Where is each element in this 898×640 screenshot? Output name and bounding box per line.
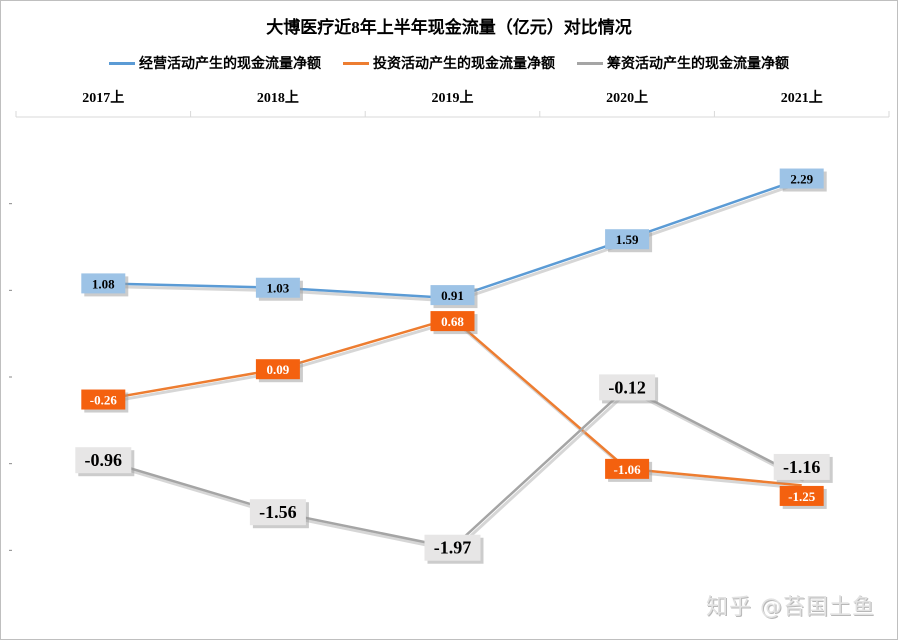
data-label: -0.12	[608, 377, 646, 397]
data-label-box	[605, 229, 650, 250]
legend: 经营活动产生的现金流量净额 投资活动产生的现金流量净额 筹资活动产生的现金流量净…	[1, 53, 897, 73]
data-label: 0.91	[441, 288, 464, 303]
data-label-box	[81, 389, 126, 410]
category-label: 2019上	[432, 90, 474, 106]
data-label-box	[255, 359, 300, 380]
data-label-box	[81, 273, 126, 294]
legend-item-financing: 筹资活动产生的现金流量净额	[577, 53, 789, 73]
legend-label: 筹资活动产生的现金流量净额	[607, 57, 789, 72]
series-shadow	[104, 388, 805, 553]
data-label-box	[249, 499, 306, 526]
data-label-box	[75, 447, 132, 474]
data-label: 0.68	[441, 314, 464, 329]
data-label-box	[599, 374, 656, 401]
data-label: 0.09	[267, 362, 290, 377]
data-label: -0.96	[85, 450, 123, 470]
category-label: 2021上	[781, 90, 823, 106]
series-shadow	[105, 319, 804, 490]
category-label: 2020上	[606, 90, 648, 106]
series-shadow	[105, 180, 805, 303]
data-label-box	[255, 277, 300, 298]
data-label: 2.29	[790, 172, 813, 187]
data-label: 1.08	[92, 276, 115, 291]
series-line-1	[103, 316, 802, 487]
data-label-box	[424, 534, 481, 561]
category-label: 2018上	[257, 90, 299, 106]
legend-swatch	[109, 61, 135, 65]
data-label-box	[430, 285, 475, 306]
data-label: -1.06	[614, 462, 642, 477]
data-label-box	[779, 168, 824, 189]
data-label: -1.16	[783, 457, 821, 477]
data-label: -1.97	[434, 538, 472, 558]
data-label-box	[773, 453, 830, 480]
watermark: 知乎 @苔国土鱼	[706, 595, 875, 620]
data-label: 1.59	[616, 232, 639, 247]
legend-swatch	[577, 61, 603, 65]
data-label: 1.03	[267, 281, 290, 296]
data-label-box	[779, 485, 824, 506]
legend-swatch	[343, 61, 369, 65]
data-label-box	[430, 311, 475, 332]
category-label: 2017上	[82, 90, 124, 106]
legend-item-operating: 经营活动产生的现金流量净额	[109, 53, 321, 73]
data-label-box	[605, 458, 650, 479]
legend-item-investing: 投资活动产生的现金流量净额	[343, 53, 555, 73]
legend-label: 投资活动产生的现金流量净额	[373, 57, 555, 72]
data-label: -1.56	[259, 502, 297, 522]
chart-title: 大博医疗近8年上半年现金流量（亿元）对比情况	[266, 18, 632, 37]
data-label: -1.25	[788, 489, 816, 504]
series-line-0	[103, 177, 803, 300]
legend-label: 经营活动产生的现金流量净额	[139, 57, 321, 72]
data-label: -0.26	[90, 393, 118, 408]
series-line-2	[102, 385, 803, 550]
